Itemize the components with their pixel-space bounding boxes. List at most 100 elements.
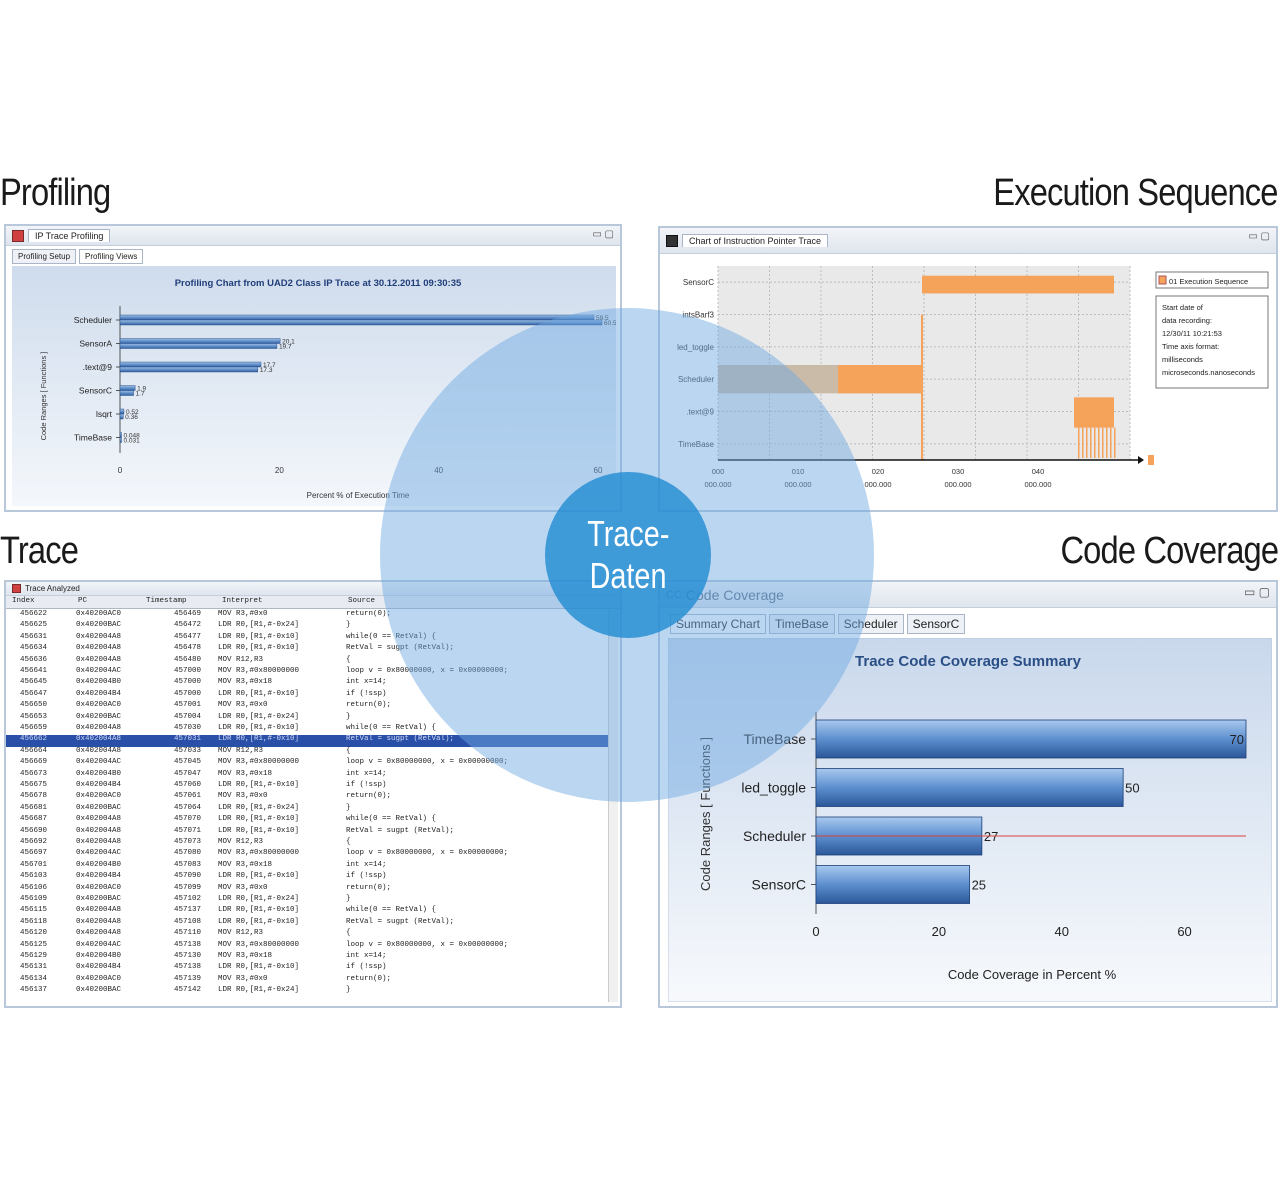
profiling-view-icon <box>12 229 24 242</box>
table-cell: 456480 <box>174 655 202 664</box>
coverage-y-axis-label: Code Ranges [ Functions ] <box>698 737 713 891</box>
trace-scrollbar[interactable] <box>608 610 618 1002</box>
table-cell: 0x402004B0 <box>76 952 122 960</box>
profiling-category-label: SensorA <box>79 339 112 349</box>
table-cell: 0x402004A8 <box>76 826 122 835</box>
execution-row-label: TimeBase <box>678 440 714 449</box>
tab-ip-trace-profiling[interactable]: IP Trace Profiling <box>28 229 111 242</box>
table-cell: { <box>346 655 351 664</box>
table-cell: LDR R0,[R1,#-0x10] <box>218 632 300 641</box>
table-row[interactable]: 456134 0x40200AC0 457139 MOV R3,#0x0 return(… <box>6 975 608 986</box>
profiling-value-label: 0.031 <box>124 438 141 445</box>
tab-profiling-setup[interactable]: Profiling Setup <box>12 249 77 264</box>
window-controls[interactable]: ▭ ▢ <box>1243 585 1270 599</box>
table-cell: 456478 <box>174 644 202 653</box>
table-row[interactable]: 456664 0x402004A8 457033 MOV R12,R3 { <box>6 747 608 758</box>
table-row[interactable]: 456634 0x402004A8 456478 LDR R0,[R1,#-0x10]… <box>6 644 608 655</box>
table-cell: } <box>346 621 351 630</box>
window-controls[interactable]: ▭ ▢ <box>592 229 614 240</box>
info-line: Start date of <box>1162 303 1204 312</box>
table-row[interactable]: 456641 0x402004AC 457000 MOV R3,#0x80000000… <box>6 667 608 678</box>
table-cell: MOV R3,#0x0 <box>218 974 268 983</box>
execution-x-tick-sublabel: 000.000 <box>944 480 971 489</box>
table-cell: 457142 <box>174 986 202 995</box>
table-row[interactable]: 456115 0x402004A8 457137 LDR R0,[R1,#-0x10]… <box>6 906 608 917</box>
window-controls[interactable]: ▭ ▢ <box>1248 231 1270 242</box>
table-row[interactable]: 456636 0x402004A8 456480 MOV R12,R3 { <box>6 656 608 667</box>
table-cell: LDR R0,[R1,#-0x24] <box>218 621 300 630</box>
table-cell: 456622 <box>20 610 48 618</box>
table-cell: 456692 <box>20 838 48 846</box>
table-cell: 0x402004B4 <box>76 872 122 881</box>
table-row[interactable]: 456120 0x402004A8 457110 MOV R12,R3 { <box>6 929 608 940</box>
table-row[interactable]: 456690 0x402004A8 457071 LDR R0,[R1,#-0x10]… <box>6 827 608 838</box>
table-row[interactable]: 456653 0x40200BAC 457004 LDR R0,[R1,#-0x24]… <box>6 713 608 724</box>
table-row[interactable]: 456673 0x402004B0 457047 MOV R3,#0x18 int x=… <box>6 770 608 781</box>
table-cell: 457108 <box>174 917 202 926</box>
table-row[interactable]: 456687 0x402004A8 457070 LDR R0,[R1,#-0x10]… <box>6 815 608 826</box>
table-cell: 456669 <box>20 758 48 767</box>
table-cell: 456673 <box>20 769 48 778</box>
table-row[interactable]: 456669 0x402004AC 457045 MOV R3,#0x80000000… <box>6 758 608 769</box>
table-cell: while(0 == RetVal) { <box>346 724 437 732</box>
tab-profiling-views[interactable]: Profiling Views <box>79 249 144 264</box>
tab-trace-analyzed[interactable]: Trace Analyzed <box>25 584 80 593</box>
tab-instruction-pointer-trace[interactable]: Chart of Instruction Pointer Trace <box>682 234 829 247</box>
column-header-pc[interactable]: PC <box>78 597 88 605</box>
table-cell: MOV R12,R3 <box>218 655 264 664</box>
table-row[interactable]: 456125 0x402004AC 457138 MOV R3,#0x80000000… <box>6 941 608 952</box>
table-row[interactable]: 456662 0x402004A8 457031 LDR R0,[R1,#-0x10]… <box>6 735 608 747</box>
table-cell: 0x402004A8 <box>76 815 122 824</box>
table-row[interactable]: 456678 0x40200AC0 457061 MOV R3,#0x0 return(… <box>6 792 608 803</box>
table-cell: 457045 <box>174 758 202 767</box>
table-row[interactable]: 456650 0x40200AC0 457001 MOV R3,#0x0 return(… <box>6 701 608 712</box>
table-row[interactable]: 456631 0x402004A8 456477 LDR R0,[R1,#-0x10]… <box>6 633 608 644</box>
center-label-line2: Daten <box>589 555 667 596</box>
table-row[interactable]: 456701 0x402004B0 457083 MOV R3,#0x18 int x=… <box>6 861 608 872</box>
column-header-source[interactable]: Source <box>348 597 376 605</box>
table-row[interactable]: 456697 0x402004AC 457080 MOV R3,#0x80000000… <box>6 849 608 860</box>
table-row[interactable]: 456675 0x402004B4 457060 LDR R0,[R1,#-0x10]… <box>6 781 608 792</box>
table-row[interactable]: 456692 0x402004A8 457073 MOV R12,R3 { <box>6 838 608 849</box>
tab-code-coverage[interactable]: Code Coverage <box>685 586 784 603</box>
column-header-index[interactable]: Index <box>12 597 35 605</box>
table-row[interactable]: 456137 0x40200BAC 457142 LDR R0,[R1,#-0x24]… <box>6 986 608 997</box>
table-cell: } <box>346 712 351 721</box>
column-header-interpret[interactable]: Interpret <box>222 597 263 605</box>
profiling-bar <box>119 437 122 443</box>
table-cell: { <box>346 929 351 938</box>
table-row[interactable]: 456131 0x402004B4 457138 LDR R0,[R1,#-0x10]… <box>6 963 608 974</box>
table-row[interactable]: 456645 0x402004B0 457000 MOV R3,#0x18 int x=… <box>6 678 608 689</box>
table-row[interactable]: 456103 0x402004B4 457090 LDR R0,[R1,#-0x10]… <box>6 872 608 883</box>
tab-sensorc[interactable]: SensorC <box>906 614 966 634</box>
trace-table-header: Index PC Timestamp Interpret Source <box>6 596 620 609</box>
table-row[interactable]: 456118 0x402004A8 457108 LDR R0,[R1,#-0x10]… <box>6 918 608 929</box>
coverage-subtabs: Summary Chart TimeBase Scheduler SensorC <box>660 608 1276 634</box>
table-row[interactable]: 456647 0x402004B4 457000 LDR R0,[R1,#-0x10]… <box>6 690 608 701</box>
table-cell: { <box>346 746 351 755</box>
table-row[interactable]: 456625 0x40200BAC 456472 LDR R0,[R1,#-0x24]… <box>6 621 608 632</box>
tab-summary-chart[interactable]: Summary Chart <box>670 614 767 634</box>
table-cell: 456647 <box>20 689 48 698</box>
table-row[interactable]: 456129 0x402004B0 457130 MOV R3,#0x18 int x=… <box>6 952 608 963</box>
table-cell: MOV R3,#0x80000000 <box>218 667 300 675</box>
table-row[interactable]: 456659 0x402004A8 457030 LDR R0,[R1,#-0x10]… <box>6 724 608 735</box>
table-cell: 0x402004A8 <box>76 724 122 732</box>
table-row[interactable]: 456681 0x40200BAC 457064 LDR R0,[R1,#-0x24]… <box>6 804 608 815</box>
tab-timebase[interactable]: TimeBase <box>769 614 835 634</box>
profiling-bar <box>119 408 125 415</box>
tab-scheduler[interactable]: Scheduler <box>837 614 904 634</box>
table-cell: 456659 <box>20 724 48 732</box>
table-cell: 457071 <box>174 826 202 835</box>
table-row[interactable]: 456106 0x40200AC0 457099 MOV R3,#0x0 return(… <box>6 884 608 895</box>
table-cell: 457070 <box>174 815 202 824</box>
table-row[interactable]: 456109 0x40200BAC 457102 LDR R0,[R1,#-0x24]… <box>6 895 608 906</box>
table-row[interactable]: 456622 0x40200AC0 456469 MOV R3,#0x0 return(… <box>6 610 608 621</box>
table-cell: 0x402004B4 <box>76 781 122 789</box>
column-header-timestamp[interactable]: Timestamp <box>146 597 187 605</box>
table-cell: 0x402004B0 <box>76 769 122 778</box>
table-cell: 457130 <box>174 952 202 960</box>
execution-spike <box>1082 427 1084 458</box>
table-cell: 0x40200BAC <box>76 621 122 630</box>
info-line: milliseconds <box>1162 355 1203 364</box>
